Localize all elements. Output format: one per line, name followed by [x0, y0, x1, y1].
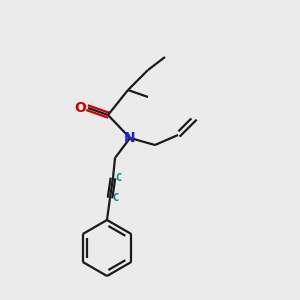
Text: O: O [74, 101, 86, 115]
Text: C: C [115, 173, 121, 183]
Text: C: C [112, 193, 118, 203]
Text: N: N [124, 131, 136, 145]
